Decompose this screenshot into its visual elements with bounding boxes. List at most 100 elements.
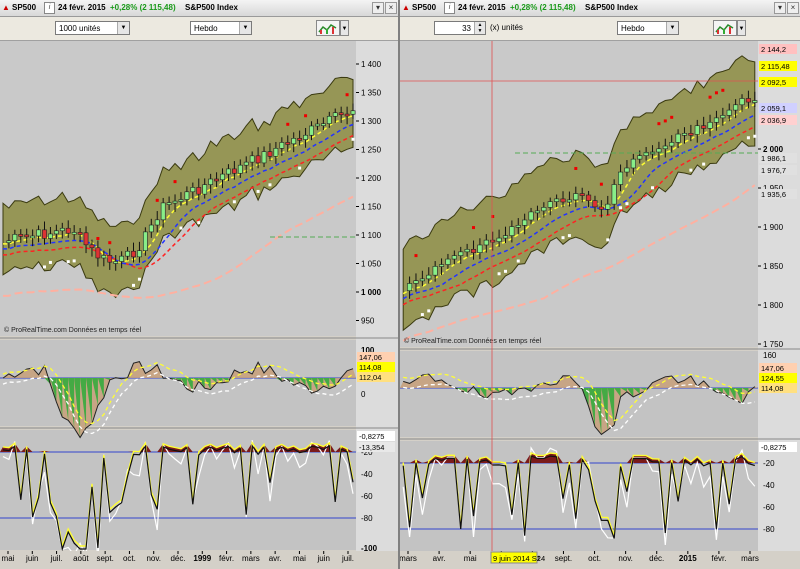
sar-dot [108, 241, 112, 245]
price-badge [759, 44, 797, 54]
indicator-1-negative-fill [499, 388, 506, 390]
candle [36, 229, 41, 237]
indicator-1-axis-label: 160 [763, 351, 777, 360]
envelope-band [402, 55, 756, 332]
indicator-1-badge [759, 363, 797, 373]
right-info-icon[interactable]: i [444, 2, 455, 14]
candle [285, 142, 291, 145]
sar-dot [721, 88, 725, 92]
left-timeframe-dropdown[interactable]: Hebdo ▼ [190, 21, 252, 35]
x-axis-label: août [73, 554, 89, 563]
indicator-1-badge-value: 114,08 [359, 363, 381, 372]
candle [226, 168, 231, 175]
candle [166, 202, 172, 205]
left-chart-icon: ▲ [2, 3, 10, 12]
indicator-1-negative-fill [281, 378, 288, 380]
sar-dot [256, 189, 260, 193]
candle [464, 249, 470, 253]
candle [541, 207, 547, 212]
candle [752, 100, 758, 103]
indicator-1-negative-fill [275, 378, 282, 382]
price-badge [759, 77, 797, 87]
indicator-1-negative-fill [210, 378, 217, 383]
candle [426, 274, 432, 280]
indicator-1-axis-label: 0 [361, 390, 366, 399]
price-axis-label: 1 900 [763, 223, 784, 232]
price-badge [759, 103, 797, 113]
indicator-1-negative-fill [80, 378, 87, 429]
candle [451, 255, 457, 260]
indicator-1-negative-fill [311, 378, 318, 392]
stepper-arrows-icon[interactable]: ▲ ▼ [474, 22, 485, 34]
sar-dot [714, 91, 718, 95]
sar-dot [574, 166, 578, 170]
indicator-1-badge-value: 124,55 [761, 374, 784, 383]
candle [745, 98, 751, 103]
right-units-stepper[interactable]: 33 ▲ ▼ [434, 21, 486, 35]
right-chart-area[interactable]: 2 000 1 950 1 900 1 850 1 800 1 750 2 144,2 2 1… [400, 41, 800, 569]
left-minimize-button[interactable]: ▾ [372, 2, 384, 14]
indicator-2-axis-label: -80 [763, 525, 775, 534]
right-chart-icon: ▲ [402, 3, 410, 12]
candle [439, 264, 445, 267]
candle [560, 198, 566, 203]
candle [131, 250, 136, 258]
moving-average-long [402, 184, 756, 342]
sar-dot [651, 186, 655, 190]
indicator-1-negative-fill [299, 378, 306, 386]
right-close-button[interactable]: × [787, 2, 799, 14]
left-chart-style-dropdown[interactable]: ▼ [340, 20, 349, 36]
candle [172, 200, 178, 204]
indicator-1-badge-value: 114,08 [761, 384, 783, 393]
indicator-1-badge-value: 147,06 [359, 353, 382, 362]
window-divider[interactable] [398, 0, 400, 569]
sar-dot [420, 313, 424, 317]
right-chart-style-dropdown[interactable]: ▼ [737, 20, 746, 36]
x-axis-label: févr. [219, 554, 234, 563]
candle [419, 278, 425, 282]
candle [669, 142, 675, 147]
right-chart-window: ▲ SP500 i 24 févr. 2015 +0,28% (2 115,48… [400, 0, 800, 569]
candle [42, 229, 47, 239]
indicator-1-negative-fill [97, 378, 104, 398]
right-chart-style-button[interactable] [713, 20, 737, 36]
sar-dot [619, 206, 623, 210]
left-chart-area[interactable]: 1 400 1 350 1 300 1 250 1 200 1 150 1 100 1 050… [0, 41, 398, 569]
x-axis-label: juil. [341, 554, 354, 563]
candle [77, 232, 83, 235]
candle [598, 206, 604, 210]
candle [220, 173, 225, 181]
sar-dot [298, 166, 302, 170]
sar-dot [606, 238, 610, 242]
candle [303, 134, 308, 140]
candle [707, 121, 713, 129]
indicator-1-badge [357, 362, 395, 372]
price-axis-label: 1 400 [361, 60, 382, 69]
candle [48, 233, 53, 239]
candle [490, 239, 496, 243]
candle [107, 255, 113, 263]
indicator-2-badge [759, 442, 797, 452]
left-chart-style-button[interactable] [316, 20, 340, 36]
candle [592, 200, 598, 208]
right-minimize-button[interactable]: ▾ [774, 2, 786, 14]
indicator-1-negative-fill [222, 378, 229, 382]
candle [12, 234, 18, 242]
left-info-icon[interactable]: i [44, 2, 55, 14]
left-units-dropdown[interactable]: 1000 unités ▼ [55, 21, 130, 35]
sar-dot [43, 265, 46, 269]
candle [470, 249, 477, 253]
candle [297, 138, 303, 141]
indicator-1-badge-value: 112,04 [359, 373, 381, 382]
candle [413, 280, 419, 284]
left-close-button[interactable]: × [385, 2, 397, 14]
candle [255, 155, 261, 164]
price-axis-label: 1 850 [763, 262, 784, 271]
candle [522, 219, 528, 226]
candle [190, 187, 196, 193]
indicator-1-negative-fill [180, 378, 187, 389]
right-timeframe-dropdown[interactable]: Hebdo ▼ [617, 21, 679, 35]
candle [326, 115, 332, 124]
crosshair-date-label: 9 juin 2014 S24 [493, 554, 545, 563]
sar-dot [132, 283, 135, 287]
